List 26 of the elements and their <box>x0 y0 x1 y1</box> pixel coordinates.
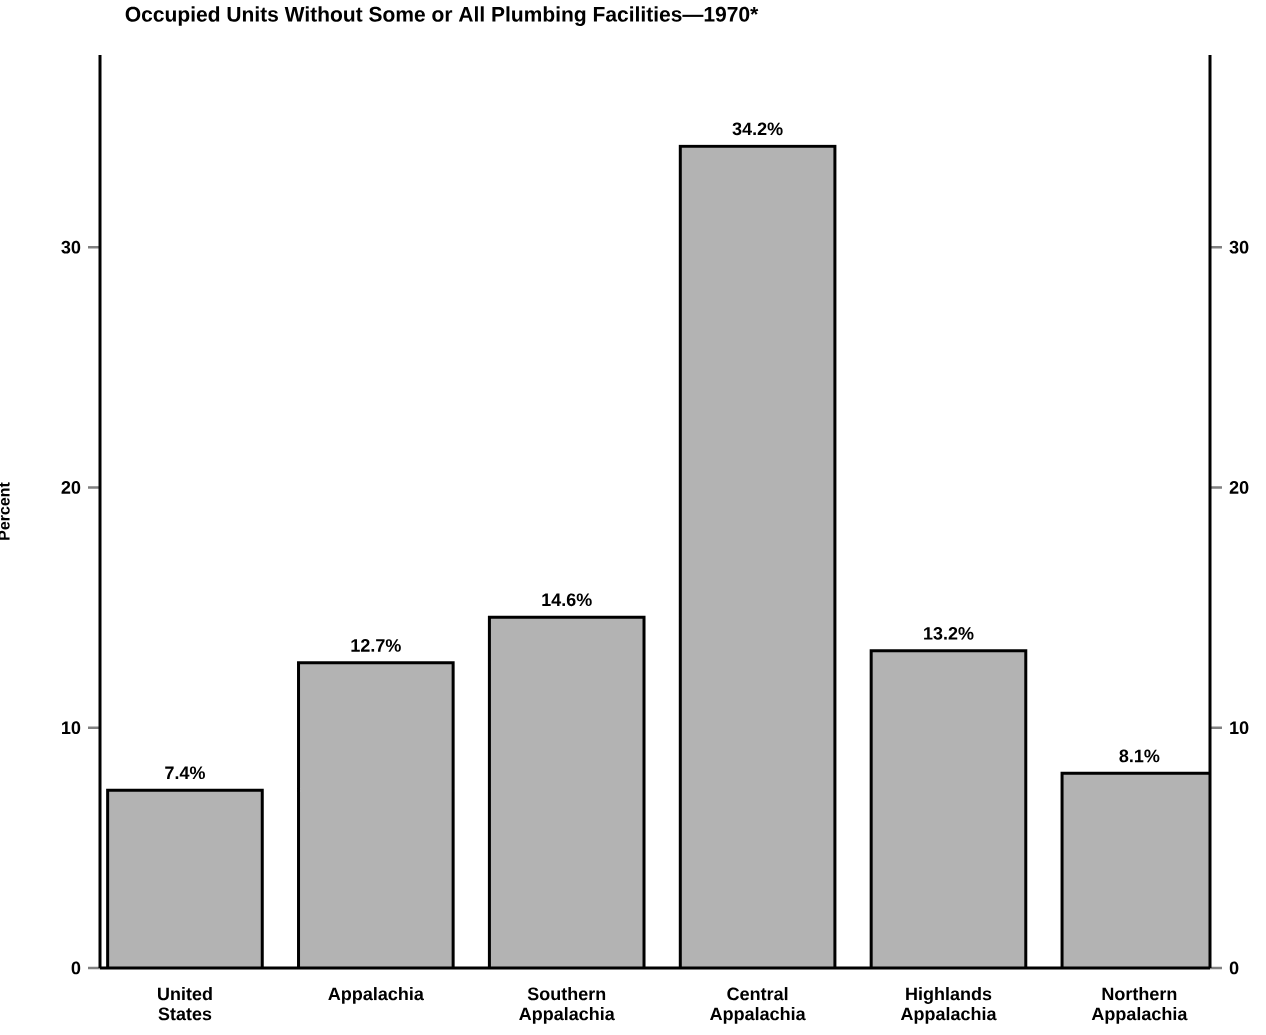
x-tick-label: Southern Appalachia <box>519 987 615 1024</box>
y2-tick-label: 0 <box>1229 961 1239 975</box>
y-tick-label: 10 <box>62 721 81 735</box>
y-tick-label: 0 <box>71 961 81 975</box>
x-tick-label: Central Appalachia <box>710 987 806 1024</box>
y2-tick-label: 30 <box>1229 240 1249 254</box>
bar <box>298 662 454 968</box>
bar <box>489 617 645 968</box>
data-label: 34.2% <box>732 122 783 136</box>
x-tick-label: Northern Appalachia <box>1091 987 1188 1024</box>
chart-title: Occupied Units Without Some or All Plumbing Facilities—1970* <box>125 6 759 26</box>
data-label: 13.2% <box>924 627 974 640</box>
x-tick-label: Appalachia <box>328 987 424 1004</box>
bar <box>871 650 1026 968</box>
data-label: 12.7% <box>351 639 401 652</box>
y-tick-label: 30 <box>61 240 81 254</box>
bar <box>107 790 263 968</box>
data-label: 8.1% <box>1119 749 1160 763</box>
y2-tick-label: 20 <box>1229 481 1249 494</box>
data-label: 14.6% <box>542 593 592 607</box>
x-tick-label: United States <box>158 987 212 1021</box>
x-tick-label: Highlands Appalachia <box>900 987 997 1024</box>
data-label: 7.4% <box>165 766 205 780</box>
y-tick-label: 20 <box>61 481 81 494</box>
y2-tick-label: 10 <box>1230 721 1249 735</box>
bar <box>680 146 835 968</box>
